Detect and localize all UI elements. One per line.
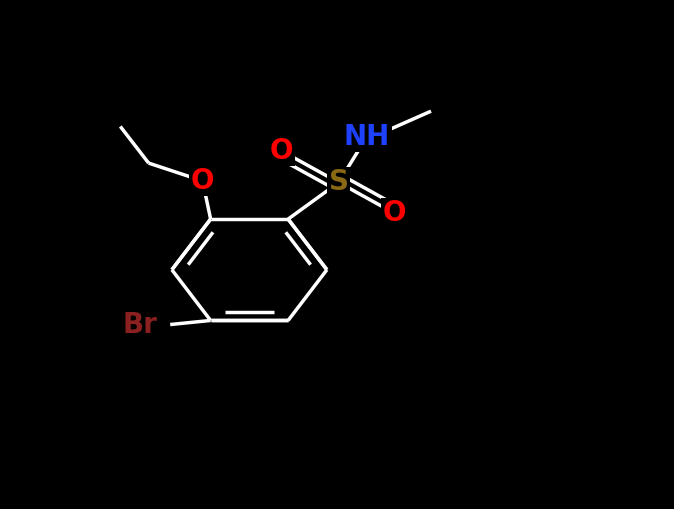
Text: Br: Br bbox=[123, 310, 157, 338]
Text: NH: NH bbox=[344, 123, 390, 151]
Text: O: O bbox=[382, 199, 406, 227]
Text: O: O bbox=[270, 137, 293, 165]
Text: O: O bbox=[191, 167, 214, 195]
Text: S: S bbox=[329, 168, 348, 196]
